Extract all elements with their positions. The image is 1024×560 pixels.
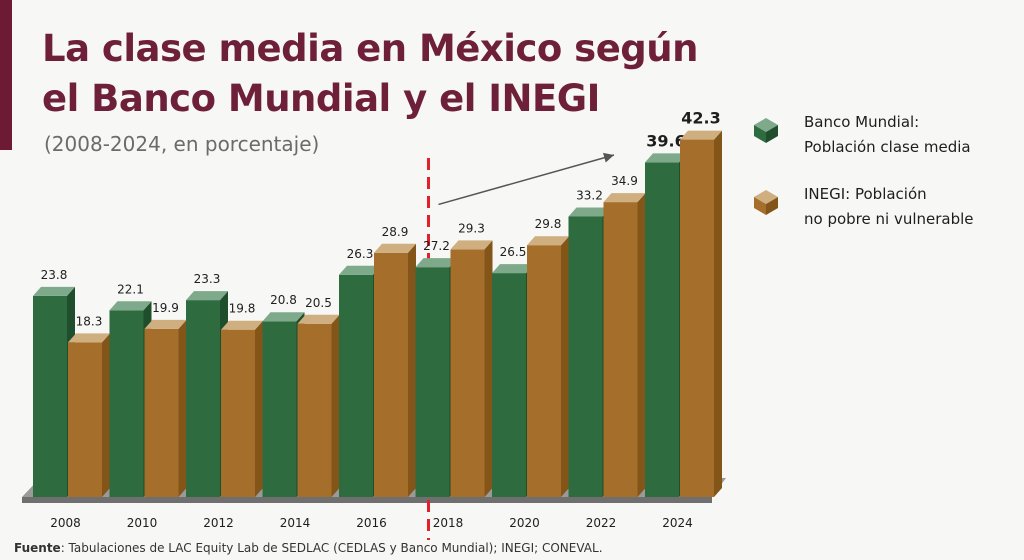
bar-value-label-banco-mundial-2012: 23.3 (194, 272, 221, 286)
bar-top-inegi-2018 (450, 240, 493, 250)
bar-value-label-inegi-2018: 29.3 (458, 221, 485, 235)
x-tick-label-2012: 2012 (203, 516, 234, 530)
bar-top-inegi-2012 (221, 320, 263, 330)
bar-value-label-inegi-2022: 34.9 (611, 174, 638, 188)
bar-banco-mundial-2016 (339, 274, 373, 497)
bar-top-banco-mundial-2020 (492, 264, 534, 274)
bar-top-banco-mundial-2008 (33, 286, 75, 296)
bar-value-label-inegi-2016: 28.9 (382, 225, 409, 239)
chart-title: La clase media en México según el Banco … (42, 24, 698, 124)
bar-banco-mundial-2008 (33, 295, 67, 497)
bar-value-label-inegi-2024: 42.3 (681, 109, 720, 128)
bar-value-label-banco-mundial-2016: 26.3 (347, 247, 374, 261)
bar-inegi-2014 (297, 323, 332, 497)
bar-value-label-inegi-2008: 18.3 (76, 314, 103, 328)
legend-item-banco-mundial: Banco Mundial: Población clase media (752, 110, 1012, 160)
bar-value-label-banco-mundial-2008: 23.8 (41, 268, 68, 282)
legend-swatch-inegi (754, 190, 778, 215)
x-tick-label-2020: 2020 (509, 516, 540, 530)
bar-top-banco-mundial-2012 (186, 291, 228, 301)
x-tick-label-2022: 2022 (586, 516, 617, 530)
bar-side-inegi-2016 (408, 243, 416, 497)
bar-value-label-banco-mundial-2018: 27.2 (423, 239, 450, 253)
source-label: Fuente (14, 541, 61, 555)
source-note: Fuente: Tabulaciones de LAC Equity Lab d… (14, 541, 603, 555)
bar-banco-mundial-2010 (109, 310, 144, 497)
bar-side-inegi-2018 (484, 240, 493, 498)
bar-value-label-inegi-2014: 20.5 (305, 296, 332, 310)
bar-top-banco-mundial-2014 (262, 312, 305, 322)
bar-value-label-banco-mundial-2014: 20.8 (270, 293, 297, 307)
bar-banco-mundial-2020 (492, 273, 526, 497)
chart-subtitle: (2008-2024, en porcentaje) (44, 132, 320, 156)
bar-inegi-2018 (450, 249, 485, 497)
brand-side-bar (0, 0, 12, 150)
bar-value-label-inegi-2020: 29.8 (535, 217, 562, 231)
x-tick-label-2008: 2008 (50, 516, 81, 530)
bar-chart: 23.8 18.3 2008 22.1 19.9 2010 23.3 19.8 2012 20.8… (22, 109, 726, 540)
chart-floor-edge (22, 497, 712, 503)
bar-top-inegi-2024 (680, 130, 722, 140)
bar-inegi-2020 (527, 245, 561, 497)
bar-top-inegi-2010 (144, 319, 187, 329)
bar-value-label-banco-mundial-2022: 33.2 (576, 188, 603, 202)
bar-inegi-2022 (603, 202, 638, 497)
bar-value-label-banco-mundial-2020: 26.5 (500, 245, 527, 259)
trend-arrow-line (438, 154, 615, 206)
bar-inegi-2016 (374, 252, 408, 497)
x-tick-label-2010: 2010 (127, 516, 158, 530)
x-tick-label-2024: 2024 (662, 516, 693, 530)
bar-value-label-banco-mundial-2010: 22.1 (117, 282, 144, 296)
chart-title-line-2: el Banco Mundial y el INEGI (42, 77, 600, 120)
bar-top-banco-mundial-2022 (568, 207, 611, 217)
bar-inegi-2024 (680, 139, 714, 497)
legend-label-inegi: INEGI: Población no pobre ni vulnerable (804, 185, 974, 228)
x-tick-label-2016: 2016 (356, 516, 387, 530)
trend-arrow-head (603, 152, 614, 163)
bar-inegi-2012 (221, 329, 255, 497)
bar-side-inegi-2024 (714, 130, 722, 497)
bar-side-inegi-2012 (255, 320, 263, 497)
legend-label-banco-mundial: Banco Mundial: Población clase media (804, 113, 971, 156)
x-tick-label-2018: 2018 (433, 516, 464, 530)
bar-top-inegi-2008 (68, 333, 110, 343)
bar-inegi-2008 (68, 342, 102, 497)
bar-inegi-2010 (144, 328, 179, 497)
bar-banco-mundial-2018 (415, 267, 450, 497)
bar-top-banco-mundial-2016 (339, 265, 381, 275)
bar-top-banco-mundial-2024 (645, 153, 687, 163)
legend-swatch-banco-mundial (754, 118, 778, 143)
bar-banco-mundial-2022 (568, 216, 603, 497)
bar-side-inegi-2020 (561, 236, 569, 497)
bar-banco-mundial-2014 (262, 321, 297, 497)
bar-banco-mundial-2012 (186, 300, 220, 497)
bar-top-banco-mundial-2018 (415, 258, 458, 268)
source-text: : Tabulaciones de LAC Equity Lab de SEDL… (60, 541, 603, 555)
bar-value-label-banco-mundial-2024: 39.6 (646, 131, 685, 150)
legend-item-inegi: INEGI: Población no pobre ni vulnerable (752, 182, 1012, 232)
bar-banco-mundial-2024 (645, 162, 679, 497)
chart-legend: Banco Mundial: Población clase media INE… (752, 110, 1012, 254)
bar-value-label-inegi-2010: 19.9 (152, 301, 179, 315)
bar-top-inegi-2014 (297, 314, 340, 324)
bar-top-inegi-2022 (603, 193, 646, 203)
bar-side-inegi-2008 (102, 333, 110, 497)
chart-title-line-1: La clase media en México según (42, 27, 698, 70)
bar-top-inegi-2016 (374, 243, 416, 253)
bar-top-inegi-2020 (527, 236, 569, 246)
bar-side-inegi-2014 (331, 314, 340, 497)
x-tick-label-2014: 2014 (280, 516, 311, 530)
bar-side-inegi-2022 (637, 193, 646, 497)
bar-side-inegi-2010 (178, 319, 187, 497)
bar-top-banco-mundial-2010 (109, 301, 152, 311)
bar-value-label-inegi-2012: 19.8 (229, 302, 256, 316)
